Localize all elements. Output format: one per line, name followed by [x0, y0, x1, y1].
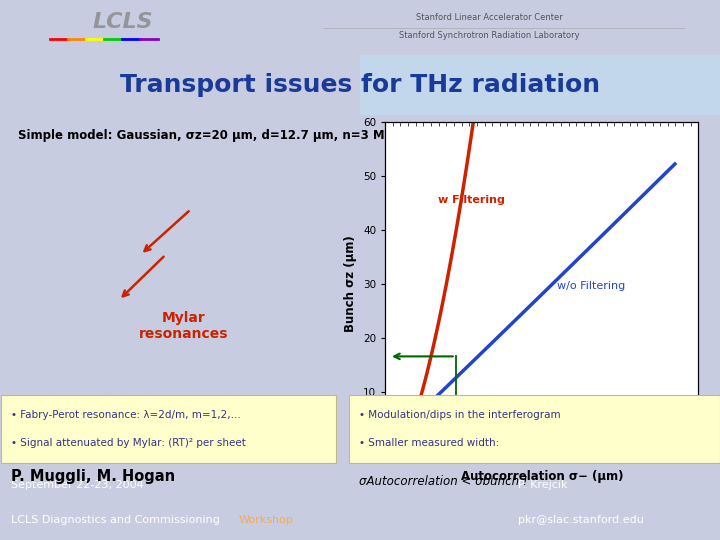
Text: w Filtering: w Filtering	[438, 194, 505, 205]
Text: w/o Filtering: w/o Filtering	[557, 281, 626, 291]
Text: • Smaller measured width:: • Smaller measured width:	[359, 438, 499, 448]
Text: P. Muggli, M. Hogan: P. Muggli, M. Hogan	[11, 469, 175, 484]
Text: σAutocorrelation < σbunch !: σAutocorrelation < σbunch !	[359, 475, 527, 488]
Bar	[360, 55, 720, 115]
Text: LCLS Diagnostics and Commissioning: LCLS Diagnostics and Commissioning	[11, 515, 223, 524]
Y-axis label: Bunch σz (μm): Bunch σz (μm)	[344, 235, 358, 332]
Text: Transport issues for THz radiation: Transport issues for THz radiation	[120, 73, 600, 97]
Text: pkr@slac.stanford.edu: pkr@slac.stanford.edu	[518, 515, 644, 524]
Text: Workshop: Workshop	[238, 515, 293, 524]
Text: P. Krejcik: P. Krejcik	[518, 480, 568, 490]
Text: LCLS: LCLS	[92, 12, 153, 32]
Text: Mylar
resonances: Mylar resonances	[139, 310, 228, 341]
Text: Stanford Linear Accelerator Center: Stanford Linear Accelerator Center	[416, 13, 563, 22]
X-axis label: Autocorrelation σ− (μm): Autocorrelation σ− (μm)	[461, 470, 623, 483]
Text: • Signal attenuated by Mylar: (RT)² per sheet: • Signal attenuated by Mylar: (RT)² per …	[11, 438, 246, 448]
Text: • Fabry-Perot resonance: λ=2d/m, m=1,2,...: • Fabry-Perot resonance: λ=2d/m, m=1,2,.…	[11, 410, 240, 420]
Text: September 22-23, 2004: September 22-23, 2004	[11, 480, 143, 490]
Text: • Modulation/dips in the interferogram: • Modulation/dips in the interferogram	[359, 410, 560, 420]
Text: Simple model: Gaussian, σz=20 μm, d=12.7 μm, n=3 Mylar window+splitter: Simple model: Gaussian, σz=20 μm, d=12.7…	[18, 129, 523, 142]
Text: Stanford Synchrotron Radiation Laboratory: Stanford Synchrotron Radiation Laborator…	[400, 31, 580, 40]
